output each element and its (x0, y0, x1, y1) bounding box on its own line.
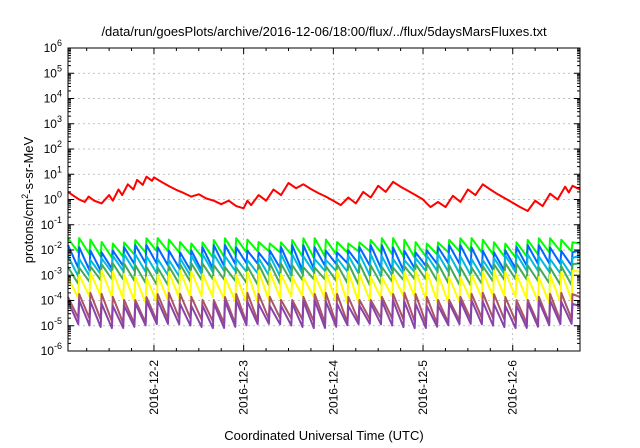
y-tick-label: 10-1 (41, 215, 62, 232)
y-tick-label: 100 (44, 190, 62, 207)
x-tick-label: 2016-12-3 (237, 360, 251, 415)
y-tick-label: 10-6 (41, 341, 62, 358)
axis-ticks (68, 47, 580, 352)
grid-lines (68, 48, 580, 351)
y-tick-label: 10-3 (41, 265, 62, 282)
y-tick-label: 105 (44, 63, 62, 80)
y-axis-label-rest: -s-sr-MeV (21, 136, 36, 193)
y-tick-label: 106 (44, 38, 62, 55)
y-axis-label-main: protons/cm (21, 199, 36, 263)
series-line-1 (67, 175, 581, 212)
series-line-8 (67, 299, 581, 330)
y-tick-label: 10-4 (41, 291, 62, 308)
y-tick-label: 10-5 (41, 316, 62, 333)
y-tick-label: 102 (44, 139, 62, 156)
y-tick-label: 104 (44, 89, 62, 106)
y-tick-label: 10-2 (41, 240, 62, 257)
y-axis-label-sup: 2 (20, 194, 30, 199)
series-line-3 (67, 244, 581, 272)
chart-title: /data/run/goesPlots/archive/2016-12-06/1… (101, 24, 547, 39)
y-tick-label: 103 (44, 114, 62, 131)
x-tick-labels: 2016-12-2 2016-12-3 2016-12-4 2016-12-5 2016… (147, 360, 520, 415)
x-tick-label: 2016-12-4 (326, 360, 340, 415)
x-tick-label: 2016-12-2 (147, 360, 161, 415)
x-tick-label: 2016-12-5 (416, 360, 430, 415)
x-axis-label: Coordinated Universal Time (UTC) (224, 428, 423, 443)
y-tick-label: 101 (44, 164, 62, 181)
y-axis-label: protons/cm2-s-sr-MeV (20, 136, 36, 263)
series-line-2 (67, 237, 581, 259)
x-tick-label: 2016-12-6 (506, 360, 520, 415)
y-tick-labels: 10-6 10-5 10-4 10-3 10-2 10-1 100 101 102 103 104 1… (41, 38, 62, 358)
series-layer (67, 175, 581, 330)
